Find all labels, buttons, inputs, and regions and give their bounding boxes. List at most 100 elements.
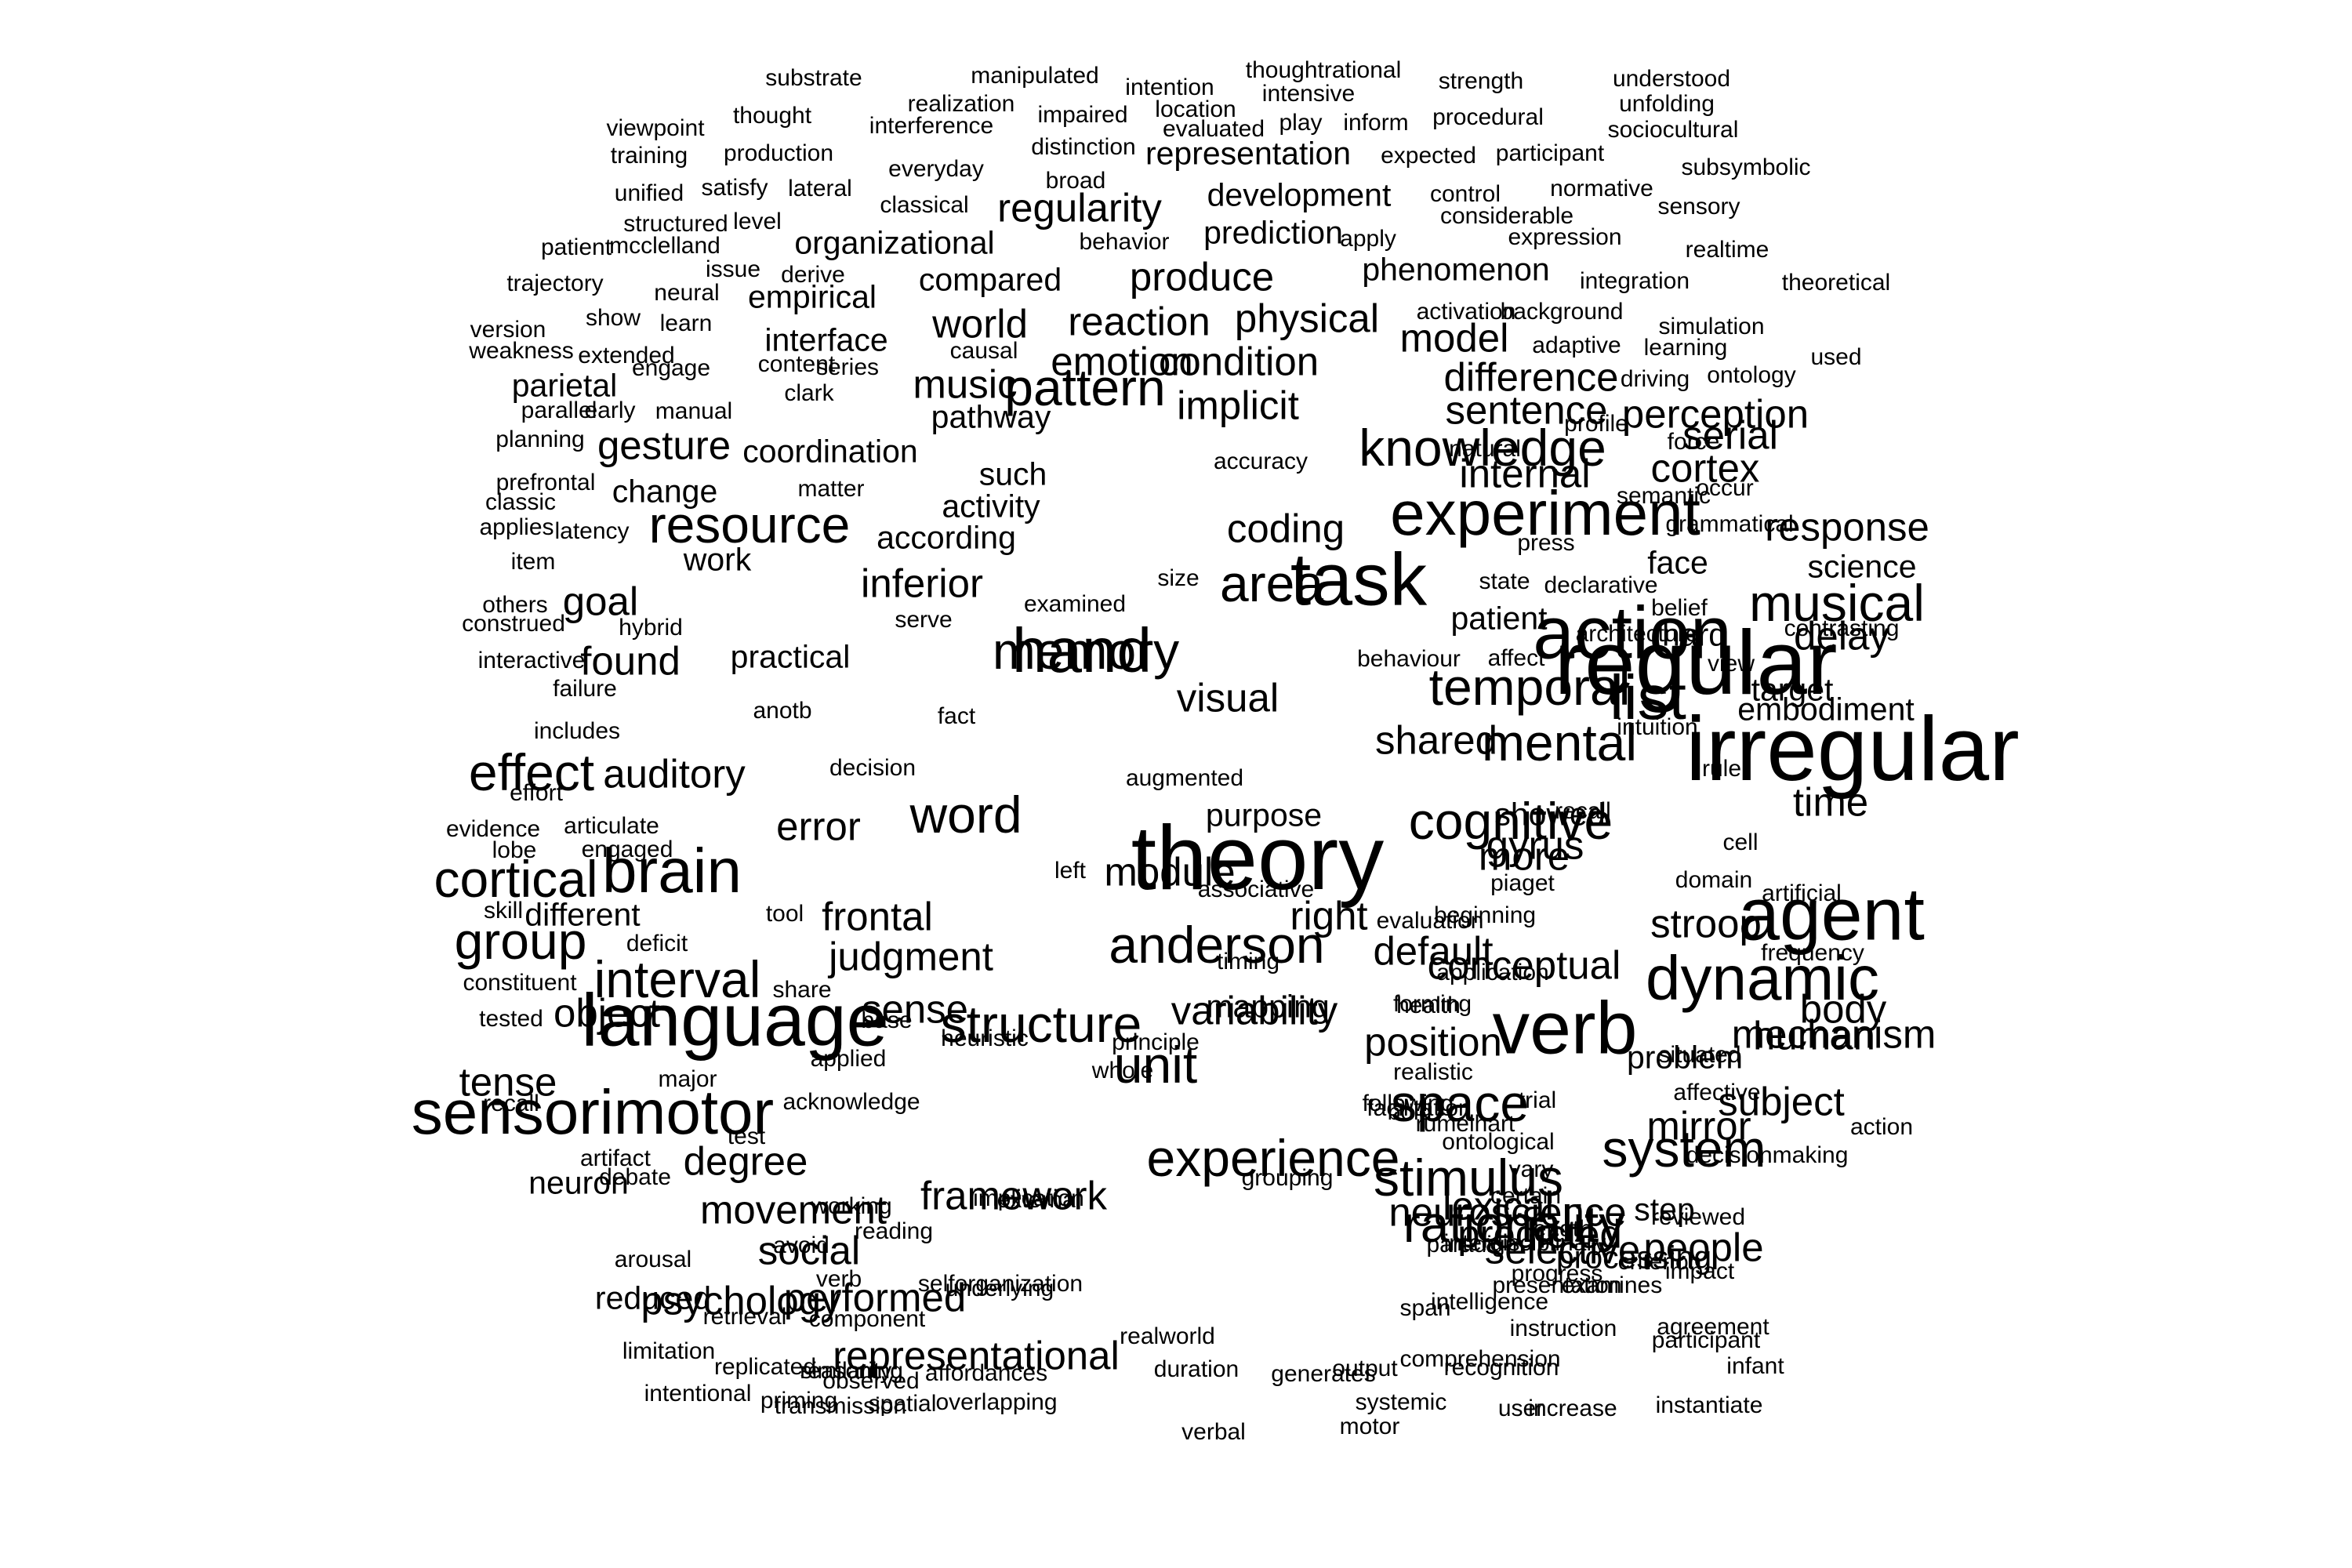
cloud-word: dynamic [1646,943,1879,1013]
cloud-word: intention [1125,74,1214,100]
cloud-word: spatial [868,1391,937,1417]
cloud-word: interference [869,113,994,139]
cloud-word: anderson [1109,916,1325,974]
cloud-word: output [1332,1356,1398,1381]
cloud-word: sociocultural [1607,117,1739,143]
cloud-word: produce [1129,254,1275,299]
cloud-word: others [482,592,548,618]
cloud-word: engage [631,355,711,381]
cloud-word: force [1667,429,1720,455]
cloud-word: considerable [1439,203,1574,229]
cloud-word: situated [1658,1042,1741,1068]
cloud-word: infant [1726,1353,1784,1379]
cloud-word: predicted [1457,1211,1622,1257]
cloud-word: engaged [581,837,673,862]
cloud-word: effort [510,780,563,806]
cloud-word: practical [730,638,851,675]
cloud-word: location [1155,96,1236,122]
cloud-word: instruction [1509,1316,1617,1341]
cloud-word: showed [1494,796,1606,833]
cloud-word: substrate [765,65,862,91]
cloud-word: contrasting [1784,615,1900,641]
cloud-word: tense [459,1059,557,1105]
cloud-word: application [1436,960,1549,985]
cloud-word: level [733,209,782,234]
cloud-word: criterion [1617,1249,1702,1275]
cloud-word: satisfy [701,175,768,201]
cloud-word: understood [1612,66,1731,92]
cloud-word: applies [479,514,554,540]
cloud-word: realistic [1393,1059,1473,1085]
cloud-word: reduced [594,1279,712,1316]
cloud-word: grammatical [1665,511,1794,537]
cloud-word: lobe [492,837,537,863]
cloud-word: share [772,977,832,1003]
cloud-word: item [510,549,556,575]
cloud-word: implicit [1177,383,1299,428]
cloud-word: evidence [445,816,541,842]
cloud-word: artifact [579,1145,652,1171]
cloud-word: semantic [1616,483,1711,509]
cloud-word: neuron [528,1164,629,1201]
cloud-word: interval [593,950,761,1008]
cloud-word: unfolding [1619,91,1715,117]
cloud-word: working [811,1193,892,1219]
cloud-word: selforganization [917,1271,1083,1297]
cloud-word: realization [907,91,1015,117]
cloud-word: coding [1226,506,1345,551]
cloud-word: transmission [774,1393,907,1419]
cloud-word: delay [1794,613,1889,659]
cloud-word: default [1373,928,1494,974]
cloud-word: target [1751,671,1834,708]
cloud-word: position [1364,1019,1502,1065]
cloud-word: participant [1651,1327,1761,1353]
cloud-word: matter [797,476,865,502]
cloud-word: vary [1508,1156,1554,1182]
cloud-word: patient [1450,600,1548,637]
cloud-word: test [727,1123,766,1149]
cloud-word: area [1219,554,1324,612]
cloud-word: affect [1487,645,1545,671]
cloud-word: reasoning [800,1358,903,1384]
cloud-word: mapping [1206,988,1330,1025]
cloud-word: background [1500,299,1624,325]
cloud-word: prefrontal [495,470,596,495]
cloud-word: mirror [1646,1103,1751,1149]
cloud-word: causal [949,338,1018,364]
cloud-word: unit [1113,1036,1198,1094]
cloud-word: declarative [1544,572,1658,598]
cloud-word: fact [937,703,976,729]
cloud-word: parallel [521,397,597,423]
cloud-word: face [1647,544,1708,581]
cloud-word: inform [1343,110,1409,136]
cloud-word: different [524,896,641,933]
cloud-word: more [1478,833,1570,879]
cloud-word: thought [732,103,812,129]
cloud-word: cortical [434,850,598,908]
cloud-word: intuition [1617,714,1698,740]
cloud-word: motor [1339,1414,1400,1439]
cloud-word: regularity [997,185,1162,230]
cloud-word: verbal [1181,1419,1246,1445]
cloud-word: interdisciplinary [1443,1230,1606,1256]
cloud-word: broad [1045,168,1106,194]
cloud-word: size [1157,565,1200,591]
cloud-word: manipulated [971,63,1099,89]
cloud-word: limitation [622,1338,716,1364]
cloud-word: trajectory [506,270,604,296]
cloud-word: found [580,638,681,684]
cloud-word: span [1399,1295,1451,1321]
cloud-word: show [585,305,641,331]
cloud-word: physical [1234,296,1380,341]
cloud-word: space [1390,1074,1530,1132]
cloud-word: everyday [888,156,984,182]
cloud-word: knowledge [1359,419,1606,477]
cloud-word: distinction [1031,134,1136,160]
cloud-word: mental [1481,713,1638,771]
cloud-word: action [1849,1114,1914,1140]
cloud-word: paradigm [1426,1232,1525,1258]
cloud-word: prediction [1203,214,1343,251]
cloud-word: cortex [1650,445,1760,491]
cloud-word: domain [1675,867,1753,893]
cloud-word: word [909,786,1022,844]
